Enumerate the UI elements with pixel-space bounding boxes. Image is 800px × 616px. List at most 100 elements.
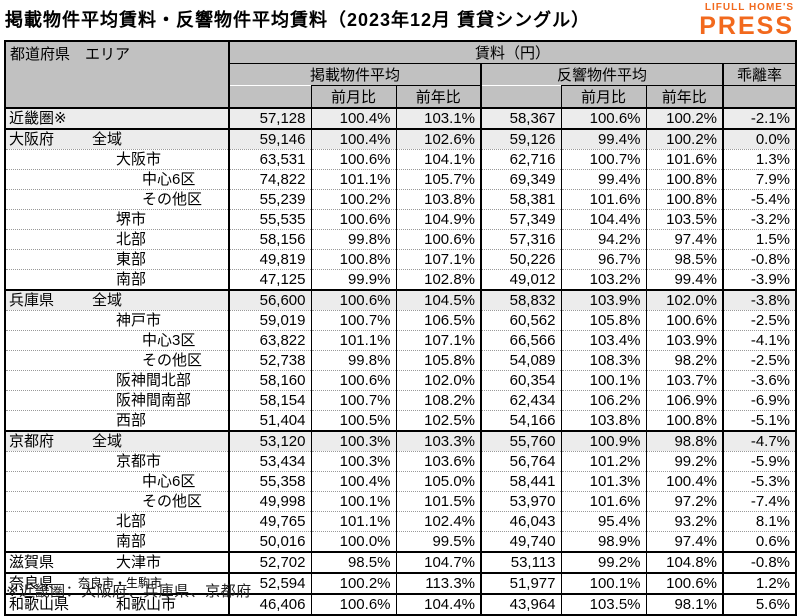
prefecture-label: 大阪府 — [9, 131, 55, 148]
listed-avg-cell: 55,535 — [228, 209, 311, 230]
response-mom-cell: 106.2% — [560, 390, 646, 411]
listed-yoy-cell: 102.6% — [395, 128, 481, 150]
response-avg-cell: 46,043 — [480, 511, 561, 532]
table-header: 都道府県 エリア 賃料（円） 掲載物件平均 反響物件平均 乖離率 前月比 前年比… — [5, 41, 797, 108]
response-mom-cell: 99.2% — [560, 551, 646, 573]
listed-yoy-cell: 107.1% — [395, 330, 481, 351]
area-label: 奈良市・生駒市 — [78, 576, 163, 590]
response-yoy-cell: 101.6% — [645, 149, 723, 170]
area-label: 京都市 — [116, 453, 162, 470]
area-label: 全域 — [92, 292, 123, 309]
response-avg-cell: 51,977 — [480, 572, 561, 594]
table-row: その他区 49,998 100.1% 101.5% 53,970 101.6% 97.2% -… — [5, 491, 797, 512]
response-yoy-cell: 104.8% — [645, 551, 723, 573]
response-yoy-cell: 100.6% — [645, 310, 723, 331]
response-avg-cell: 56,764 — [480, 451, 561, 472]
response-yoy-cell: 99.4% — [645, 269, 723, 290]
listed-avg-cell: 63,822 — [228, 330, 311, 351]
response-avg-cell: 55,760 — [480, 430, 561, 452]
listed-yoy-cell: 102.0% — [395, 370, 481, 391]
response-mom-cell: 99.4% — [560, 128, 646, 150]
area-label: 北部 — [116, 513, 147, 530]
response-mom-cell: 105.8% — [560, 310, 646, 331]
response-yoy-cell: 100.4% — [645, 471, 723, 492]
table-row: 北部 58,156 99.8% 100.6% 57,316 94.2% 97.4% 1.5% — [5, 229, 797, 250]
response-mom-cell: 101.6% — [560, 491, 646, 512]
listed-avg-cell: 53,120 — [228, 430, 311, 452]
area-label: 西部 — [116, 412, 147, 429]
listed-avg-cell: 59,146 — [228, 128, 311, 150]
response-avg-cell: 60,354 — [480, 370, 561, 391]
listed-yoy-cell: 100.6% — [395, 229, 481, 250]
area-label: 中心6区 — [142, 473, 196, 490]
response-avg-cell: 43,964 — [480, 593, 561, 615]
listed-yoy-cell: 103.8% — [395, 189, 481, 210]
table-row: 北部 49,765 101.1% 102.4% 46,043 95.4% 93.2% 8.1% — [5, 511, 797, 532]
prefecture-label: 兵庫県 — [9, 292, 55, 309]
listed-mom-cell: 99.9% — [310, 269, 396, 290]
listed-yoy-cell: 107.1% — [395, 249, 481, 270]
pref-area-cell: 神戸市 — [5, 310, 229, 331]
pref-area-cell: 奈良県 奈良市・生駒市 — [5, 572, 229, 594]
listed-avg-cell: 52,594 — [228, 572, 311, 594]
rent-table: 都道府県 エリア 賃料（円） 掲載物件平均 反響物件平均 乖離率 前月比 前年比… — [4, 40, 798, 616]
response-group-header: 反響物件平均 — [480, 63, 723, 86]
listed-mom-cell: 100.6% — [310, 593, 396, 615]
response-avg-cell: 69,349 — [480, 169, 561, 190]
prefecture-label: 滋賀県 — [9, 554, 55, 571]
listed-mom-cell: 100.4% — [310, 128, 396, 150]
pref-area-cell: 北部 — [5, 229, 229, 250]
listed-yoy-cell: 104.9% — [395, 209, 481, 230]
divergence-cell: -6.9% — [721, 390, 797, 411]
listed-avg-cell: 53,434 — [228, 451, 311, 472]
listed-yoy-cell: 101.5% — [395, 491, 481, 512]
listed-avg-cell: 52,702 — [228, 551, 311, 573]
listed-avg-subheader-empty — [228, 85, 311, 108]
listed-avg-cell: 74,822 — [228, 169, 311, 190]
listed-avg-cell: 47,125 — [228, 269, 311, 290]
area-label: 南部 — [116, 533, 147, 550]
area-label: 南部 — [116, 271, 147, 288]
listed-yoy-cell: 104.4% — [395, 593, 481, 615]
response-yoy-cell: 98.2% — [645, 350, 723, 371]
listed-yoy-cell: 102.8% — [395, 269, 481, 290]
listed-mom-cell: 100.6% — [310, 370, 396, 391]
response-mom-cell: 100.1% — [560, 572, 646, 594]
table-row: 大阪府 全域 59,146 100.4% 102.6% 59,126 99.4% 100.2%… — [5, 128, 797, 150]
pref-area-cell: 南部 — [5, 269, 229, 290]
table-row: 滋賀県 大津市 52,702 98.5% 104.7% 53,113 99.2% 104.8%… — [5, 551, 797, 573]
listed-avg-cell: 58,160 — [228, 370, 311, 391]
listed-yoy-cell: 103.3% — [395, 430, 481, 452]
pref-area-cell: 南部 — [5, 531, 229, 552]
area-label: その他区 — [142, 493, 203, 510]
rent-group-header: 賃料（円） — [227, 41, 797, 64]
area-label: 北部 — [116, 231, 147, 248]
response-mom-cell: 100.6% — [560, 107, 646, 129]
response-yoy-cell: 103.7% — [645, 370, 723, 391]
pref-area-cell: 中心6区 — [5, 471, 229, 492]
pref-area-cell: 中心6区 — [5, 169, 229, 190]
divergence-cell: -2.5% — [721, 310, 797, 331]
response-mom-cell: 103.2% — [560, 269, 646, 290]
response-avg-cell: 59,126 — [480, 128, 561, 150]
response-avg-cell: 49,740 — [480, 531, 561, 552]
listed-mom-cell: 101.1% — [310, 511, 396, 532]
response-avg-cell: 53,113 — [480, 551, 561, 573]
listed-yoy-cell: 105.7% — [395, 169, 481, 190]
listed-avg-cell: 59,019 — [228, 310, 311, 331]
divergence-cell: -5.3% — [721, 471, 797, 492]
response-yoy-cell: 100.2% — [645, 128, 723, 150]
response-yoy-cell: 98.1% — [645, 593, 723, 615]
area-label: 全域 — [92, 433, 123, 450]
area-label: 中心3区 — [142, 332, 196, 349]
divergence-cell: -5.1% — [721, 410, 797, 431]
pref-area-cell: 近畿圏※ — [5, 107, 229, 129]
footnote: ※近畿圏：大阪府、兵庫県、京都府 — [6, 583, 252, 600]
table-row: 中心3区 63,822 101.1% 107.1% 66,566 103.4% 103.9%… — [5, 330, 797, 351]
response-yoy-cell: 102.0% — [645, 289, 723, 311]
response-avg-cell: 58,832 — [480, 289, 561, 311]
listed-avg-cell: 55,239 — [228, 189, 311, 210]
pref-area-cell: 京都市 — [5, 451, 229, 472]
prefecture-label: 奈良県 — [9, 575, 55, 592]
response-mom-cell: 95.4% — [560, 511, 646, 532]
